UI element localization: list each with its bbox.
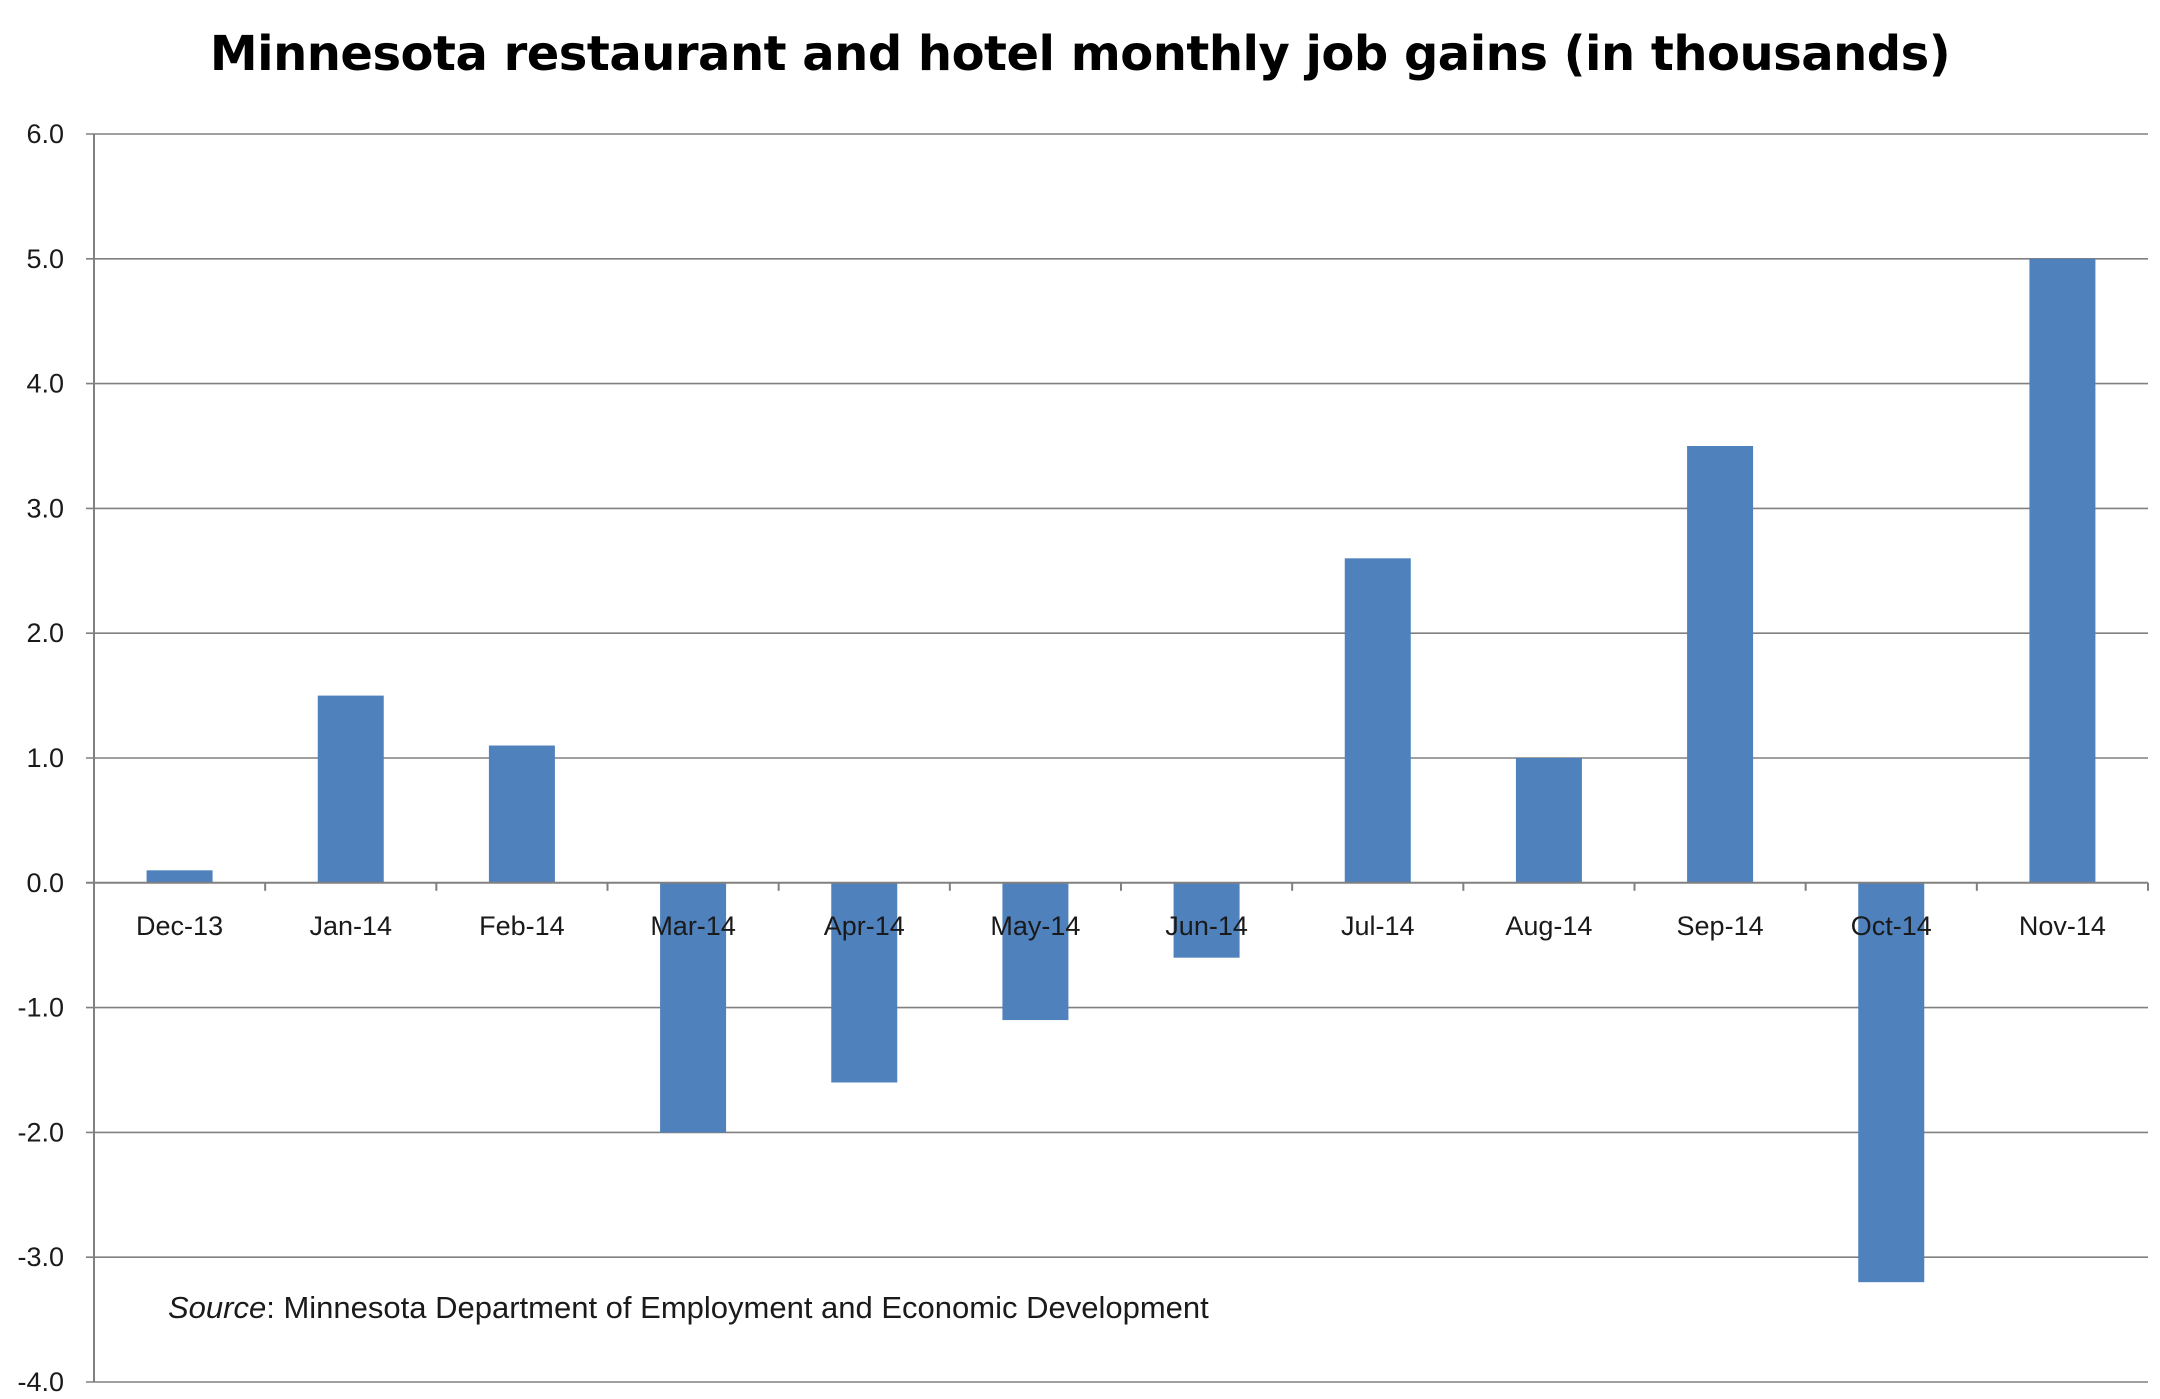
y-tick-label: 1.0 (26, 743, 64, 773)
x-tick-label: Apr-14 (824, 911, 905, 941)
chart-title: Minnesota restaurant and hotel monthly j… (209, 26, 1951, 82)
y-tick-label: 2.0 (26, 618, 64, 648)
x-tick-label: Sep-14 (1677, 911, 1764, 941)
x-tick-label: Feb-14 (479, 911, 565, 941)
y-tick-label: 3.0 (26, 493, 64, 523)
x-tick-label: Mar-14 (650, 911, 736, 941)
bar (1173, 882, 1240, 958)
source-label: Source (168, 1290, 267, 1325)
bar (660, 882, 727, 1133)
x-tick-label: Nov-14 (2019, 911, 2106, 941)
y-tick-label: 5.0 (26, 244, 64, 274)
bar (1858, 882, 1925, 1283)
source-text: : Minnesota Department of Employment and… (266, 1290, 1209, 1325)
x-tick-label: Jan-14 (309, 911, 392, 941)
x-tick-label: Jul-14 (1341, 911, 1415, 941)
source-note: Source: Minnesota Department of Employme… (168, 1290, 1209, 1326)
y-tick-label: 4.0 (26, 369, 64, 399)
y-tick-label: 0.0 (26, 868, 64, 898)
x-tick-label: Dec-13 (136, 911, 223, 941)
x-tick-label: May-14 (990, 911, 1080, 941)
bar (1687, 446, 1754, 883)
gridlines (86, 133, 2148, 1383)
bar (488, 745, 555, 883)
y-tick-label: 6.0 (26, 119, 64, 149)
bar (146, 870, 213, 883)
bar (1515, 758, 1582, 883)
bar (831, 882, 898, 1083)
y-tick-label: -2.0 (17, 1117, 64, 1147)
bar (1002, 882, 1069, 1021)
y-tick-label: -3.0 (17, 1242, 64, 1272)
x-tick-labels: Dec-13 Jan-14 Feb-14 Mar-14 Apr-14 May-14 Jun-… (136, 911, 2106, 941)
y-tick-label: -1.0 (17, 993, 64, 1023)
y-tick-label: -4.0 (17, 1367, 64, 1397)
y-tick-labels: 6.0 5.0 4.0 3.0 2.0 1.0 0.0 -1.0 -2.0 -3.0 -4.0 (17, 119, 64, 1397)
bar (2029, 258, 2096, 883)
x-tick-label: Oct-14 (1851, 911, 1932, 941)
bar (1344, 558, 1411, 883)
bars (146, 258, 2096, 1283)
x-tick-label: Jun-14 (1165, 911, 1248, 941)
x-tick-label: Aug-14 (1505, 911, 1592, 941)
axes (86, 134, 2149, 1382)
bar (317, 695, 384, 883)
